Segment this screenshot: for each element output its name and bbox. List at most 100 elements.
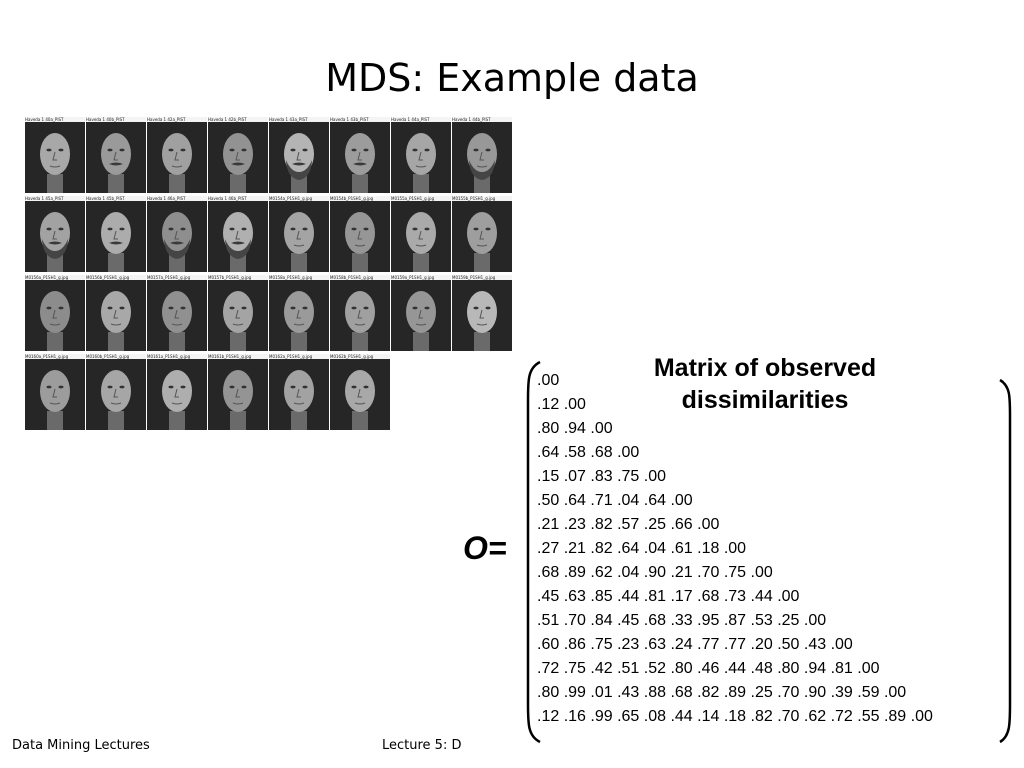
face-photo: M0158a_P1SH1_g.jpg bbox=[269, 275, 329, 351]
face-photo-label: M0158b_P1SH1_g.jpg bbox=[330, 275, 390, 280]
matrix-row: .72 .75 .42 .51 .52 .80 .46 .44 .48 .80 … bbox=[537, 660, 880, 677]
face-photo: Haveda 1 43a_PIST bbox=[269, 117, 329, 193]
face-portrait-icon bbox=[452, 280, 512, 351]
face-portrait-icon bbox=[330, 359, 390, 430]
face-portrait-icon bbox=[147, 122, 207, 193]
face-photo-label: M0156b_P1SH1_g.jpg bbox=[86, 275, 146, 280]
face-portrait-icon bbox=[330, 122, 390, 193]
face-photo: M0160b_P1SH1_g.jpg bbox=[86, 354, 146, 430]
face-photo-label: Haveda 1 42a_PIST bbox=[147, 117, 207, 122]
face-photo: M0161a_P1SH1_g.jpg bbox=[147, 354, 207, 430]
face-portrait-icon bbox=[147, 280, 207, 351]
face-photo: Haveda 1 40a_PIST bbox=[25, 117, 85, 193]
face-photo: Haveda 1 44a_PIST bbox=[391, 117, 451, 193]
face-photo: M0157a_P1SH1_g.jpg bbox=[147, 275, 207, 351]
face-portrait-icon bbox=[86, 122, 146, 193]
face-photo-label: M0160b_P1SH1_g.jpg bbox=[86, 354, 146, 359]
face-portrait-icon bbox=[452, 122, 512, 193]
face-photo-label: M0156a_P1SH1_g.jpg bbox=[25, 275, 85, 280]
matrix-row: .68 .89 .62 .04 .90 .21 .70 .75 .00 bbox=[537, 564, 773, 581]
right-bracket-icon bbox=[999, 378, 1012, 744]
face-photo: Haveda 1 45a_PIST bbox=[25, 196, 85, 272]
matrix-row: .80 .94 .00 bbox=[537, 420, 613, 437]
matrix-row: .45 .63 .85 .44 .81 .17 .68 .73 .44 .00 bbox=[537, 588, 800, 605]
face-photo: M0162b_P1SH1_g.jpg bbox=[330, 354, 390, 430]
face-photo-label: M0157a_P1SH1_g.jpg bbox=[147, 275, 207, 280]
face-photo: Haveda 1 42b_PIST bbox=[208, 117, 268, 193]
face-photo-label: M0161b_P1SH1_g.jpg bbox=[208, 354, 268, 359]
face-photo-label: M0154a_P1SH1_g.jpg bbox=[269, 196, 329, 201]
face-photo-label: Haveda 1 40b_PIST bbox=[86, 117, 146, 122]
face-photo-label: Haveda 1 45b_PIST bbox=[86, 196, 146, 201]
face-portrait-icon bbox=[330, 280, 390, 351]
face-portrait-icon bbox=[25, 201, 85, 272]
face-photo-label: M0161a_P1SH1_g.jpg bbox=[147, 354, 207, 359]
matrix-row: .12 .16 .99 .65 .08 .44 .14 .18 .82 .70 … bbox=[537, 708, 933, 725]
face-portrait-icon bbox=[391, 280, 451, 351]
face-photo: M0155b_P1SH1_g.jpg bbox=[452, 196, 512, 272]
matrix-row: .80 .99 .01 .43 .88 .68 .82 .89 .25 .70 … bbox=[537, 684, 907, 701]
face-photo-label: Haveda 1 46b_PIST bbox=[208, 196, 268, 201]
face-photo: M0158b_P1SH1_g.jpg bbox=[330, 275, 390, 351]
matrix-row: .15 .07 .83 .75 .00 bbox=[537, 468, 666, 485]
matrix-row: .00 bbox=[537, 372, 560, 389]
face-portrait-icon bbox=[269, 122, 329, 193]
matrix-row: .12 .00 bbox=[537, 396, 586, 413]
matrix-row: .60 .86 .75 .23 .63 .24 .77 .77 .20 .50 … bbox=[537, 636, 853, 653]
matrix-row: .27 .21 .82 .64 .04 .61 .18 .00 bbox=[537, 540, 747, 557]
face-photo: M0160a_P1SH1_g.jpg bbox=[25, 354, 85, 430]
face-photo: M0154b_P1SH1_g.jpg bbox=[330, 196, 390, 272]
face-photo: M0159a_P1SH1_g.jpg bbox=[391, 275, 451, 351]
matrix-heading-line1: Matrix of observed bbox=[653, 354, 877, 382]
face-photo: M0156b_P1SH1_g.jpg bbox=[86, 275, 146, 351]
face-portrait-icon bbox=[86, 280, 146, 351]
face-photo-label: Haveda 1 44a_PIST bbox=[391, 117, 451, 122]
face-photo: M0156a_P1SH1_g.jpg bbox=[25, 275, 85, 351]
face-photo-label: M0159a_P1SH1_g.jpg bbox=[391, 275, 451, 280]
matrix-row: .21 .23 .82 .57 .25 .66 .00 bbox=[537, 516, 720, 533]
face-photo-label: Haveda 1 46a_PIST bbox=[147, 196, 207, 201]
face-photo-label: Haveda 1 42b_PIST bbox=[208, 117, 268, 122]
face-portrait-icon bbox=[208, 201, 268, 272]
face-photo: Haveda 1 42a_PIST bbox=[147, 117, 207, 193]
matrix-row: .51 .70 .84 .45 .68 .33 .95 .87 .53 .25 … bbox=[537, 612, 827, 629]
face-photo-label: M0154b_P1SH1_g.jpg bbox=[330, 196, 390, 201]
face-portrait-icon bbox=[269, 359, 329, 430]
matrix-row: .50 .64 .71 .04 .64 .00 bbox=[537, 492, 693, 509]
face-photo-label: M0162a_P1SH1_g.jpg bbox=[269, 354, 329, 359]
face-photo: Haveda 1 44b_PIST bbox=[452, 117, 512, 193]
face-photo: M0155a_P1SH1_g.jpg bbox=[391, 196, 451, 272]
face-portrait-icon bbox=[208, 359, 268, 430]
face-photo: M0161b_P1SH1_g.jpg bbox=[208, 354, 268, 430]
matrix-symbol: O= bbox=[463, 530, 507, 566]
face-photo-label: M0155a_P1SH1_g.jpg bbox=[391, 196, 451, 201]
face-portrait-icon bbox=[25, 122, 85, 193]
face-photo: M0154a_P1SH1_g.jpg bbox=[269, 196, 329, 272]
face-portrait-icon bbox=[25, 359, 85, 430]
face-portrait-icon bbox=[208, 280, 268, 351]
face-photo-label: Haveda 1 40a_PIST bbox=[25, 117, 85, 122]
face-photo: Haveda 1 45b_PIST bbox=[86, 196, 146, 272]
face-portrait-icon bbox=[391, 122, 451, 193]
footer-course: Data Mining Lectures bbox=[12, 738, 150, 753]
slide-title: MDS: Example data bbox=[325, 56, 699, 100]
face-photo-label: M0158a_P1SH1_g.jpg bbox=[269, 275, 329, 280]
face-photo-label: M0157b_P1SH1_g.jpg bbox=[208, 275, 268, 280]
face-photo: Haveda 1 46a_PIST bbox=[147, 196, 207, 272]
matrix-row: .64 .58 .68 .00 bbox=[537, 444, 640, 461]
face-photo-label: Haveda 1 44b_PIST bbox=[452, 117, 512, 122]
face-portrait-icon bbox=[330, 201, 390, 272]
face-photo-label: Haveda 1 43a_PIST bbox=[269, 117, 329, 122]
face-portrait-icon bbox=[86, 201, 146, 272]
face-photo-label: M0160a_P1SH1_g.jpg bbox=[25, 354, 85, 359]
face-photo-grid: Haveda 1 40a_PIST Haveda 1 40b_PIST Haveda… bbox=[25, 117, 517, 432]
face-photo: Haveda 1 43b_PIST bbox=[330, 117, 390, 193]
dissimilarity-matrix: .00 .12 .00 .80 .94 .00 .64 .58 .68 .00 .15 … bbox=[537, 369, 933, 729]
face-photo: Haveda 1 46b_PIST bbox=[208, 196, 268, 272]
face-photo: M0162a_P1SH1_g.jpg bbox=[269, 354, 329, 430]
face-photo-label: M0155b_P1SH1_g.jpg bbox=[452, 196, 512, 201]
face-portrait-icon bbox=[86, 359, 146, 430]
face-portrait-icon bbox=[147, 359, 207, 430]
footer-lecture: Lecture 5: D bbox=[382, 738, 462, 753]
face-portrait-icon bbox=[391, 201, 451, 272]
